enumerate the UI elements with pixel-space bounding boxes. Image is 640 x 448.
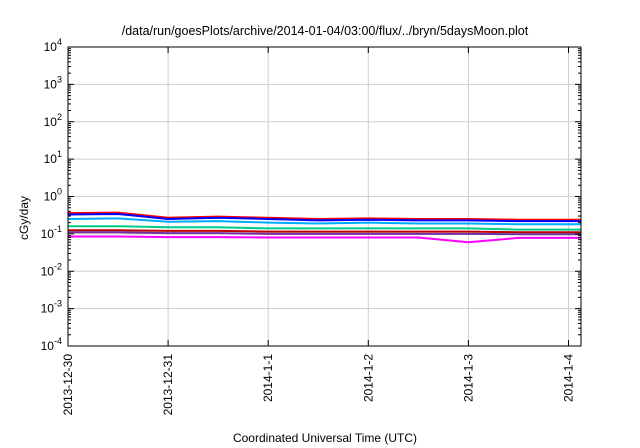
x-axis: 2013-12-30 2013-12-31 2014-1-1 2014-1-2 2014…: [61, 47, 575, 415]
chart-title: /data/run/goesPlots/archive/2014-01-04/0…: [122, 24, 529, 38]
y-axis: 10-4 10-3 10-2 10-1 100 101 102 103 104: [41, 37, 581, 353]
series-line: [68, 225, 581, 231]
series-line: [68, 229, 581, 234]
y-tick-label: 10-4: [41, 336, 62, 353]
x-tick-label: 2013-12-31: [161, 354, 175, 416]
y-axis-label: cGy/day: [17, 196, 31, 240]
y-tick-label: 10-2: [41, 261, 62, 278]
x-tick-label: 2013-12-30: [61, 354, 75, 416]
series-line: [67, 217, 581, 226]
grid: [68, 47, 581, 346]
y-tick-label: 10-1: [41, 224, 62, 241]
y-tick-label: 100: [44, 187, 62, 204]
series-group: [67, 211, 581, 244]
x-tick-label: 2014-1-2: [361, 354, 375, 402]
x-tick-label: 2014-1-1: [261, 354, 275, 402]
y-tick-label: 101: [44, 149, 62, 166]
x-tick-label: 2014-1-3: [461, 354, 475, 402]
x-axis-label: Coordinated Universal Time (UTC): [233, 431, 417, 445]
y-tick-label: 102: [44, 112, 62, 129]
y-tick-label: 10-3: [41, 299, 62, 316]
y-tick-label: 103: [44, 74, 62, 91]
series-line: [68, 235, 581, 244]
x-tick-label: 2014-1-4: [561, 354, 575, 402]
series-line: [68, 231, 581, 236]
series-line: [67, 213, 581, 223]
y-tick-label: 104: [44, 37, 62, 54]
series-line: [67, 211, 581, 221]
